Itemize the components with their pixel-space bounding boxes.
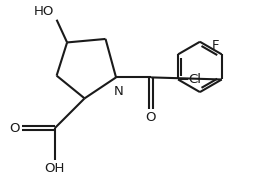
Text: N: N [114,85,123,98]
Text: O: O [9,122,19,134]
Text: Cl: Cl [189,73,202,86]
Text: OH: OH [45,162,65,175]
Text: O: O [146,111,156,124]
Text: HO: HO [33,5,54,18]
Text: F: F [212,39,219,52]
